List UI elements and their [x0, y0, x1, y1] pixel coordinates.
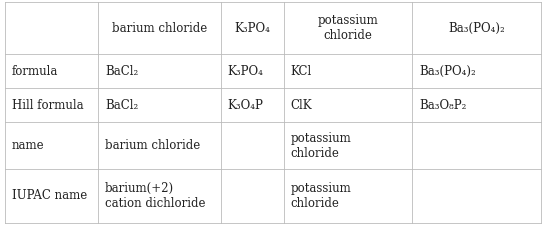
- Text: potassium
chloride: potassium chloride: [290, 182, 352, 210]
- Text: BaCl₂: BaCl₂: [105, 65, 138, 78]
- Text: Hill formula: Hill formula: [12, 99, 84, 112]
- Text: barium(+2)
cation dichloride: barium(+2) cation dichloride: [105, 182, 205, 210]
- Text: Ba₃O₈P₂: Ba₃O₈P₂: [419, 99, 466, 112]
- Text: formula: formula: [12, 65, 58, 78]
- Text: potassium
chloride: potassium chloride: [318, 14, 378, 42]
- Text: barium chloride: barium chloride: [112, 22, 207, 35]
- Text: ClK: ClK: [290, 99, 312, 112]
- Text: potassium
chloride: potassium chloride: [290, 132, 352, 160]
- Text: name: name: [12, 139, 45, 152]
- Text: BaCl₂: BaCl₂: [105, 99, 138, 112]
- Text: K₃PO₄: K₃PO₄: [227, 65, 263, 78]
- Text: Ba₃(PO₄)₂: Ba₃(PO₄)₂: [448, 22, 505, 35]
- Text: barium chloride: barium chloride: [105, 139, 200, 152]
- Text: K₃PO₄: K₃PO₄: [234, 22, 270, 35]
- Text: IUPAC name: IUPAC name: [12, 189, 87, 202]
- Text: Ba₃(PO₄)₂: Ba₃(PO₄)₂: [419, 65, 476, 78]
- Text: KCl: KCl: [290, 65, 312, 78]
- Text: K₃O₄P: K₃O₄P: [227, 99, 263, 112]
